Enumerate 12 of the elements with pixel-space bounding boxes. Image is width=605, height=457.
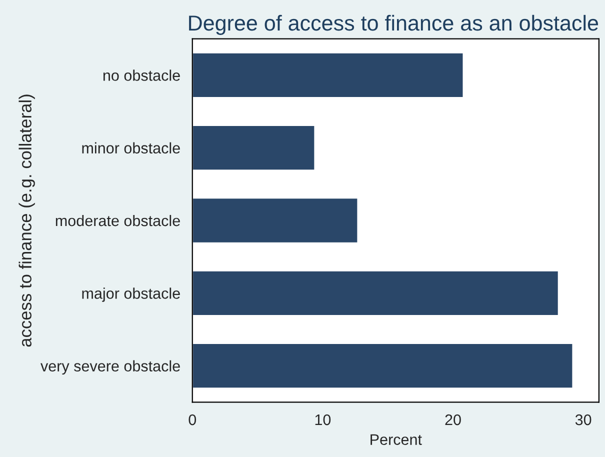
chart-title: Degree of access to finance as an obstacle — [189, 14, 598, 35]
y-tick-label: major obstacle — [82, 288, 180, 302]
y-tick-label: very severe obstacle — [40, 360, 180, 375]
x-tick-label: 20 — [445, 414, 461, 426]
y-axis-title: access to finance (e.g. collateral) — [18, 94, 35, 347]
y-tick-label: moderate obstacle — [56, 214, 180, 226]
x-tick-label: 30 — [575, 414, 592, 426]
y-tick-label: minor obstacle — [82, 142, 180, 154]
x-axis-title: Percent — [370, 434, 422, 445]
y-tick-label: no obstacle — [103, 70, 180, 81]
x-tick-label: 10 — [315, 414, 331, 426]
x-tick-label: 0 — [188, 414, 196, 426]
